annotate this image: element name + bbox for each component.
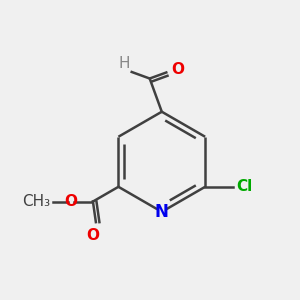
Text: O: O (86, 228, 99, 243)
Text: CH₃: CH₃ (22, 194, 50, 209)
Text: O: O (64, 194, 77, 209)
Text: Cl: Cl (236, 179, 252, 194)
Text: N: N (155, 203, 169, 221)
Text: O: O (171, 62, 184, 77)
Text: H: H (119, 56, 130, 70)
